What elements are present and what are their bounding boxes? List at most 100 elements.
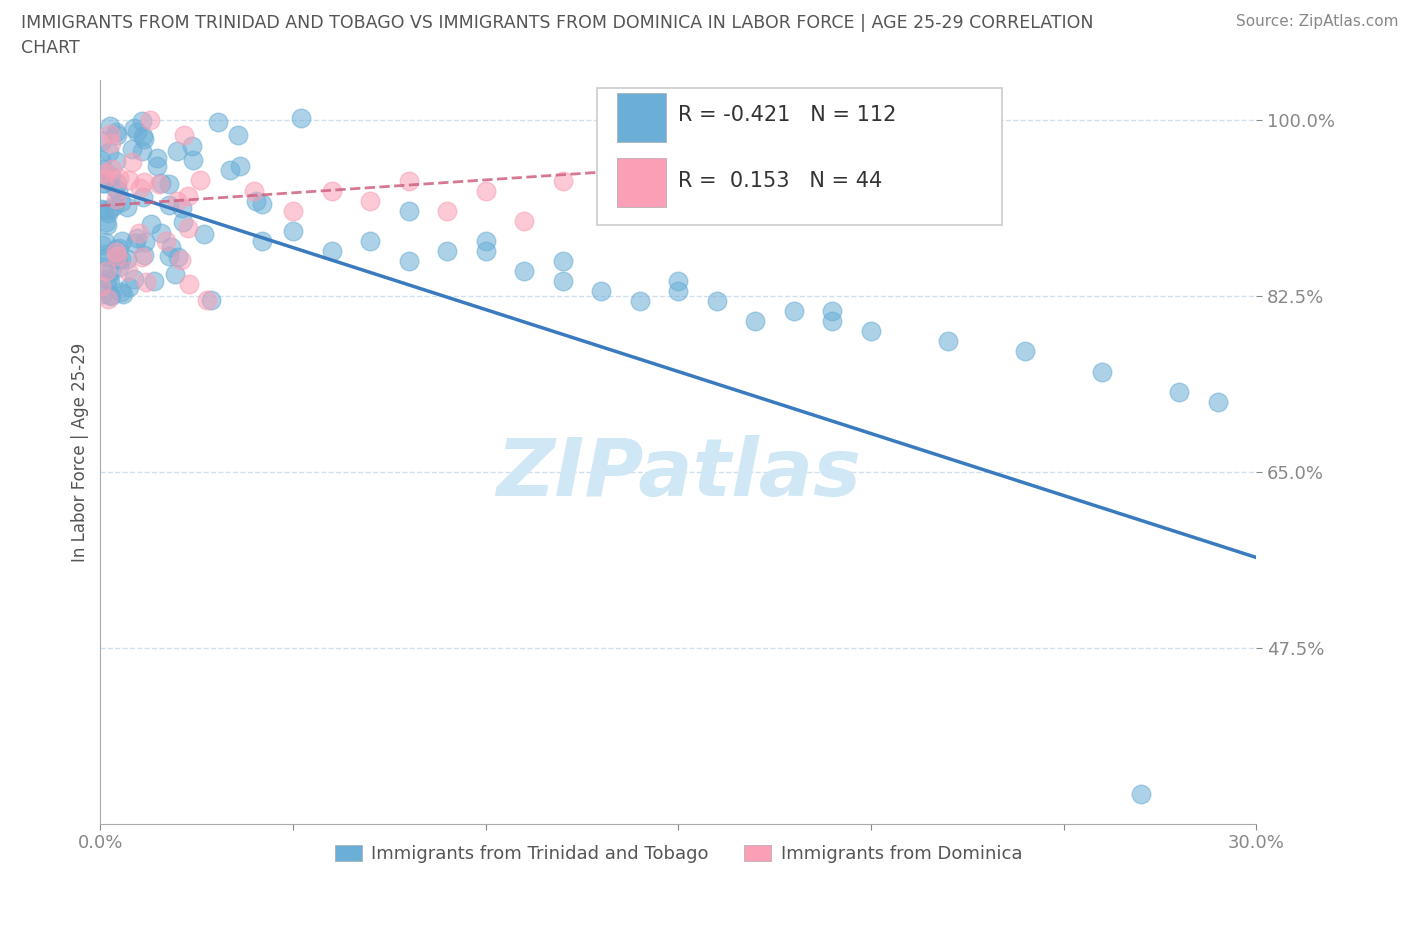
Point [107, 184, 129, 199]
Point [181, 139, 204, 153]
Point [936, 334, 959, 349]
Text: IMMIGRANTS FROM TRINIDAD AND TOBAGO VS IMMIGRANTS FROM DOMINICA IN LABOR FORCE |: IMMIGRANTS FROM TRINIDAD AND TOBAGO VS I… [21, 14, 1094, 32]
Point [166, 143, 188, 158]
Point [108, 259, 131, 274]
Point [110, 285, 132, 299]
Point [821, 304, 844, 319]
Point [91, 161, 114, 176]
Point [321, 183, 343, 198]
Point [146, 151, 169, 166]
Point [321, 244, 343, 259]
Point [436, 204, 458, 219]
Point [155, 233, 177, 248]
Point [783, 304, 806, 319]
Point [166, 193, 188, 208]
Point [139, 216, 162, 231]
Point [94, 234, 117, 249]
Point [100, 169, 122, 184]
Point [91, 134, 114, 149]
Point [139, 113, 162, 127]
Point [93, 171, 115, 186]
Point [117, 264, 139, 279]
Point [250, 233, 273, 248]
Point [474, 183, 496, 198]
Point [150, 175, 173, 190]
Point [96, 214, 118, 229]
Point [706, 153, 728, 168]
Point [98, 288, 121, 303]
Point [167, 249, 190, 264]
Point [105, 248, 128, 263]
Point [98, 144, 121, 159]
Point [121, 141, 143, 156]
Point [195, 293, 218, 308]
Point [131, 113, 153, 128]
Point [281, 223, 304, 238]
Point [117, 279, 139, 294]
Point [93, 203, 115, 218]
Point [177, 188, 200, 203]
Point [666, 273, 689, 288]
Point [172, 214, 194, 229]
Point [94, 277, 117, 292]
Point [93, 259, 115, 274]
Point [132, 190, 155, 205]
Point [131, 129, 153, 144]
Point [1168, 384, 1191, 399]
Point [105, 153, 128, 168]
Point [1129, 786, 1152, 801]
Point [91, 238, 114, 253]
Point [226, 127, 249, 142]
Point [551, 254, 574, 269]
Point [104, 242, 127, 257]
Point [744, 153, 766, 168]
Point [90, 202, 112, 217]
Point [666, 284, 689, 299]
Point [94, 264, 117, 279]
Point [207, 114, 229, 129]
Point [551, 173, 574, 188]
Point [112, 287, 135, 302]
Point [122, 121, 145, 136]
Point [193, 226, 215, 241]
Point [100, 201, 122, 216]
Point [96, 249, 118, 264]
Point [551, 273, 574, 288]
Point [94, 166, 117, 180]
Point [98, 126, 121, 141]
Point [146, 158, 169, 173]
Point [132, 247, 155, 262]
Point [160, 240, 183, 255]
Point [118, 173, 141, 188]
Point [706, 294, 728, 309]
Point [132, 175, 155, 190]
Point [111, 233, 134, 248]
Point [110, 251, 132, 266]
Point [177, 220, 200, 235]
Point [121, 155, 143, 170]
Point [105, 125, 128, 140]
Point [290, 111, 312, 126]
Point [1091, 365, 1114, 379]
Point [188, 173, 211, 188]
Point [103, 199, 125, 214]
Point [132, 132, 155, 147]
Point [93, 286, 115, 301]
Point [474, 244, 496, 259]
FancyBboxPatch shape [617, 94, 665, 142]
Point [128, 225, 150, 240]
Point [101, 161, 124, 176]
Point [179, 276, 201, 291]
Point [228, 158, 250, 173]
Y-axis label: In Labor Force | Age 25-29: In Labor Force | Age 25-29 [72, 342, 89, 562]
Text: Source: ZipAtlas.com: Source: ZipAtlas.com [1236, 14, 1399, 29]
Point [200, 292, 222, 307]
Point [100, 264, 122, 279]
Point [91, 176, 114, 191]
Point [125, 231, 148, 246]
Point [591, 284, 613, 299]
Point [100, 136, 122, 151]
Point [513, 263, 536, 278]
Point [105, 192, 128, 206]
Point [513, 213, 536, 228]
